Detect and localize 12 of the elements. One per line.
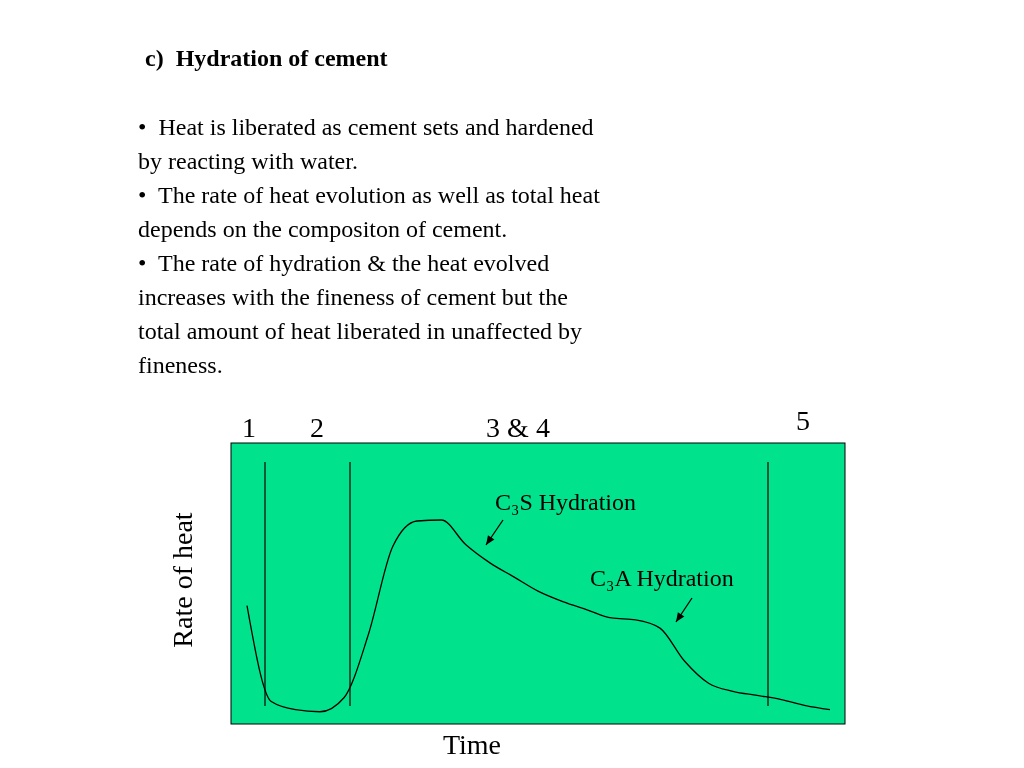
- text: • Heat is liberated as cement sets and hardened by reacting with water.: [138, 114, 594, 174]
- text: C₃S Hydration: [495, 489, 637, 515]
- text: • The rate of hydration & the heat evolved increases with the fineness of cement but the total amount of heat liberated in unaffected by fineness.: [138, 250, 583, 378]
- text: 5: [796, 405, 810, 436]
- y-axis-title: Rate of heat: [167, 512, 198, 648]
- text: • The rate of heat evolution as well as total heat depends on the compositon of cement.: [138, 182, 601, 242]
- text: 2: [310, 412, 324, 443]
- chart-title: c) Hydration of cement: [145, 45, 388, 71]
- text: 3 & 4: [486, 412, 550, 443]
- annotation: C₃A Hydration: [590, 565, 734, 591]
- x-axis-title: Time: [442, 729, 502, 760]
- text: 1: [242, 412, 256, 443]
